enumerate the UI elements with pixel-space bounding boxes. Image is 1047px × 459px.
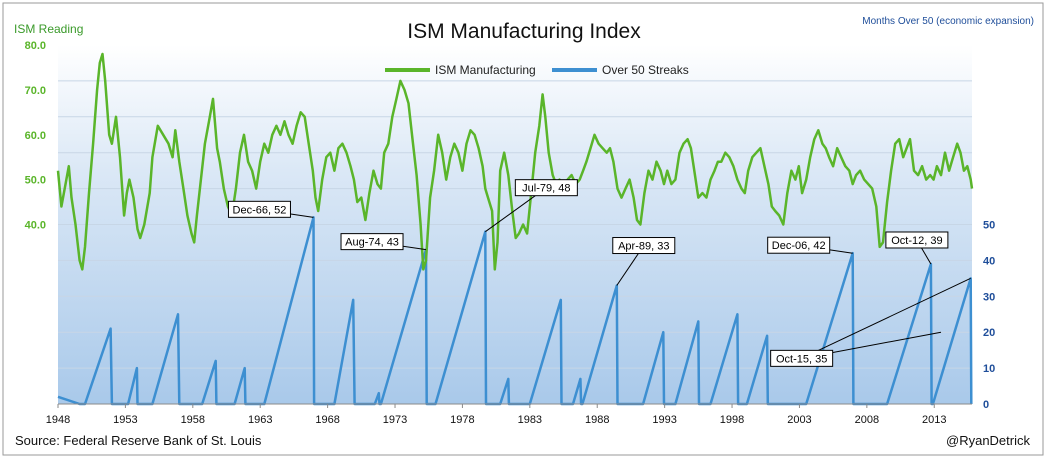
annotation: Aug-74, 43	[340, 233, 427, 251]
annotation-label: Jul-79, 48	[522, 183, 570, 195]
annotation-leader	[801, 277, 971, 359]
x-tick-label: 1973	[383, 414, 407, 426]
annotation-box	[340, 233, 404, 251]
x-tick-label: 1978	[450, 414, 474, 426]
annotation-label: Apr-89, 33	[618, 241, 669, 253]
ism-series	[56, 52, 974, 271]
right-axis-label: Months Over 50 (economic expansion)	[862, 16, 1034, 27]
x-tick-label: 1958	[181, 414, 205, 426]
annotation-label: Oct-12, 39	[891, 235, 942, 247]
annotation-box	[767, 236, 831, 254]
x-tick-label: 1998	[720, 414, 744, 426]
x-tick-label: 1983	[518, 414, 542, 426]
chart-title: ISM Manufacturing Index	[407, 20, 641, 43]
annotation: Dec-66, 52	[227, 200, 314, 218]
annotation-label: Dec-06, 42	[772, 240, 826, 252]
x-tick-label: 1988	[585, 414, 609, 426]
y-left-tick-label: 40.0	[25, 220, 46, 232]
y-right-tick-label: 30	[983, 291, 995, 303]
axes: 1948 1953 1958 1963 1968 1973 1978 1983 1988 1993…	[25, 40, 996, 426]
y-left-tick-label: 80.0	[25, 40, 46, 52]
legend-ism-label: ISM Manufacturing	[435, 63, 536, 77]
annotation: Dec-06, 42	[767, 236, 853, 254]
x-tick-label: 2013	[922, 414, 946, 426]
y-left-tick-label: 60.0	[25, 130, 46, 142]
y-right-tick-label: 0	[983, 399, 989, 411]
annotation-box	[514, 179, 578, 197]
annotation: Oct-15, 35	[770, 277, 971, 367]
annotation-box	[770, 349, 834, 367]
x-tick-label: 1953	[113, 414, 137, 426]
annotation: Jul-79, 48	[485, 179, 578, 233]
x-tick-label: 2003	[787, 414, 811, 426]
y-left-tick-label: 70.0	[25, 85, 46, 97]
annotation-label: Dec-66, 52	[233, 204, 287, 216]
left-axis-label: ISM Reading	[14, 22, 83, 36]
annotation-box	[885, 231, 949, 249]
annotations: Dec-66, 52 Aug-74, 43 Jul-79, 48 Apr-89, 33…	[227, 179, 971, 367]
x-tick-label: 1963	[248, 414, 272, 426]
annotation-box	[227, 200, 291, 218]
legend-streak-label: Over 50 Streaks	[602, 63, 689, 77]
y-left-tick-label: 50.0	[25, 175, 46, 187]
x-tick-label: 2008	[855, 414, 879, 426]
annotation-label: Oct-15, 35	[776, 353, 827, 365]
x-tick-label: 1993	[652, 414, 676, 426]
ism-line	[56, 52, 974, 271]
x-tick-label: 1948	[46, 414, 70, 426]
credit: @RyanDetrick	[946, 433, 1030, 448]
y-right-tick-label: 40	[983, 255, 995, 267]
x-tick-label: 1968	[315, 414, 339, 426]
source-note: Source: Federal Reserve Bank of St. Loui…	[15, 433, 262, 448]
legend: ISM Manufacturing Over 50 Streaks	[385, 63, 689, 77]
annotation-label: Aug-74, 43	[345, 237, 399, 249]
annotation-box	[612, 237, 676, 255]
y-right-tick-label: 50	[983, 220, 995, 232]
annotation: Oct-12, 39	[885, 231, 949, 265]
y-right-tick-label: 20	[983, 327, 995, 339]
y-right-tick-label: 10	[983, 363, 995, 375]
annotation: Apr-89, 33	[612, 237, 676, 286]
